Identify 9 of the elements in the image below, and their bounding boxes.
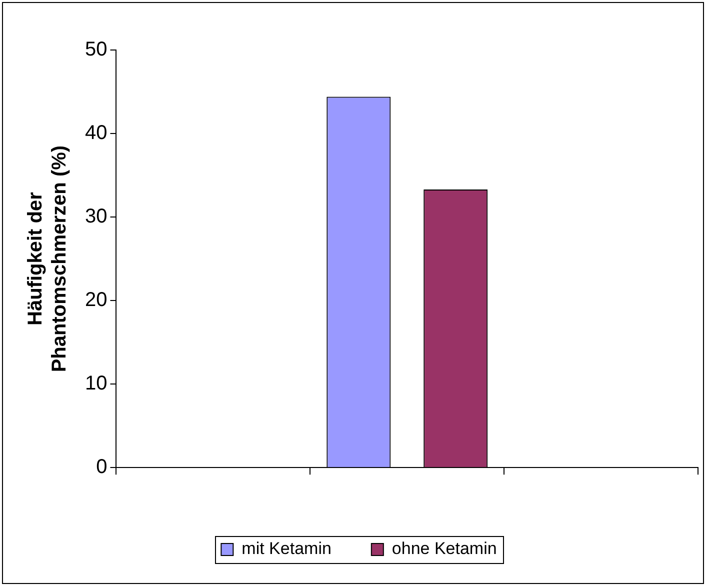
legend-label: ohne Ketamin (392, 539, 497, 558)
y-tick-label: 0 (96, 456, 108, 478)
y-tick-label: 50 (84, 38, 108, 61)
y-axis-title: Häufigkeit der Phantomschmerzen (%) (24, 145, 71, 372)
y-tick-label: 10 (84, 372, 108, 395)
y-tick-label: 40 (84, 122, 108, 144)
y-tick-label: 20 (84, 289, 108, 312)
legend-label: mit Ketamin (242, 539, 332, 558)
y-tick-label: 30 (84, 206, 108, 228)
